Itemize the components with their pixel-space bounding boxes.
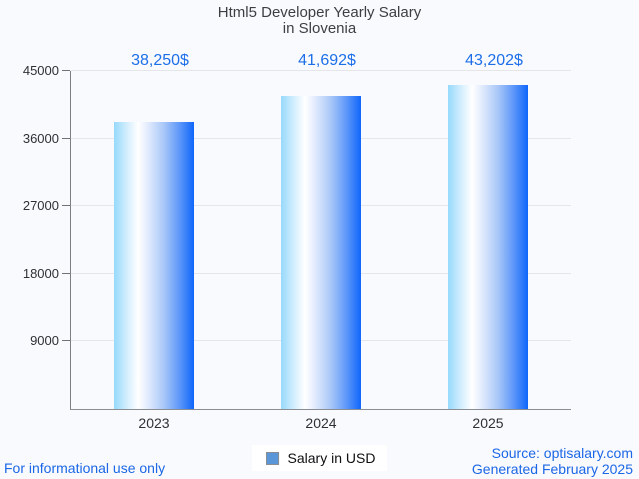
- bar-2025: [448, 85, 528, 409]
- y-axis-tick-label: 27000: [22, 198, 59, 213]
- x-axis-label: 2023: [138, 415, 170, 431]
- chart-title: Html5 Developer Yearly Salary in Sloveni…: [0, 5, 639, 37]
- y-axis-tick: [62, 205, 70, 206]
- x-axis-label: 2024: [305, 415, 337, 431]
- bar-value-label: 41,692$: [298, 52, 356, 69]
- y-axis-tick-label: 18000: [22, 266, 59, 281]
- chart-title-line1: Html5 Developer Yearly Salary: [217, 4, 422, 21]
- y-axis-tick: [62, 273, 70, 274]
- bar-value-label: 43,202$: [465, 52, 523, 69]
- bar-value-label: 38,250$: [131, 52, 189, 69]
- source-info: Source: optisalary.com Generated Februar…: [472, 445, 633, 477]
- y-axis-tick: [62, 70, 70, 71]
- legend-label: Salary in USD: [287, 450, 376, 466]
- gridline: [71, 70, 571, 71]
- legend: Salary in USD: [251, 445, 388, 471]
- y-axis-tick-label: 9000: [30, 333, 59, 348]
- x-axis-label: 2025: [472, 415, 504, 431]
- source-text: Source: optisalary.com: [491, 445, 633, 461]
- plot-area: 9000 18000 27000 36000 45000 38,250$ 2023 41,69…: [23, 52, 571, 431]
- disclaimer-text: For informational use only: [4, 460, 166, 476]
- bar-2023: [114, 122, 194, 409]
- chart-title-line2: in Slovenia: [282, 20, 357, 37]
- generated-text: Generated February 2025: [471, 461, 633, 477]
- y-axis-tick-label: 36000: [22, 131, 59, 146]
- y-axis-tick-label: 45000: [22, 63, 59, 78]
- y-axis-tick: [62, 340, 70, 341]
- legend-swatch-icon: [265, 451, 279, 465]
- y-axis-tick: [62, 138, 70, 139]
- bar-2024: [281, 96, 361, 409]
